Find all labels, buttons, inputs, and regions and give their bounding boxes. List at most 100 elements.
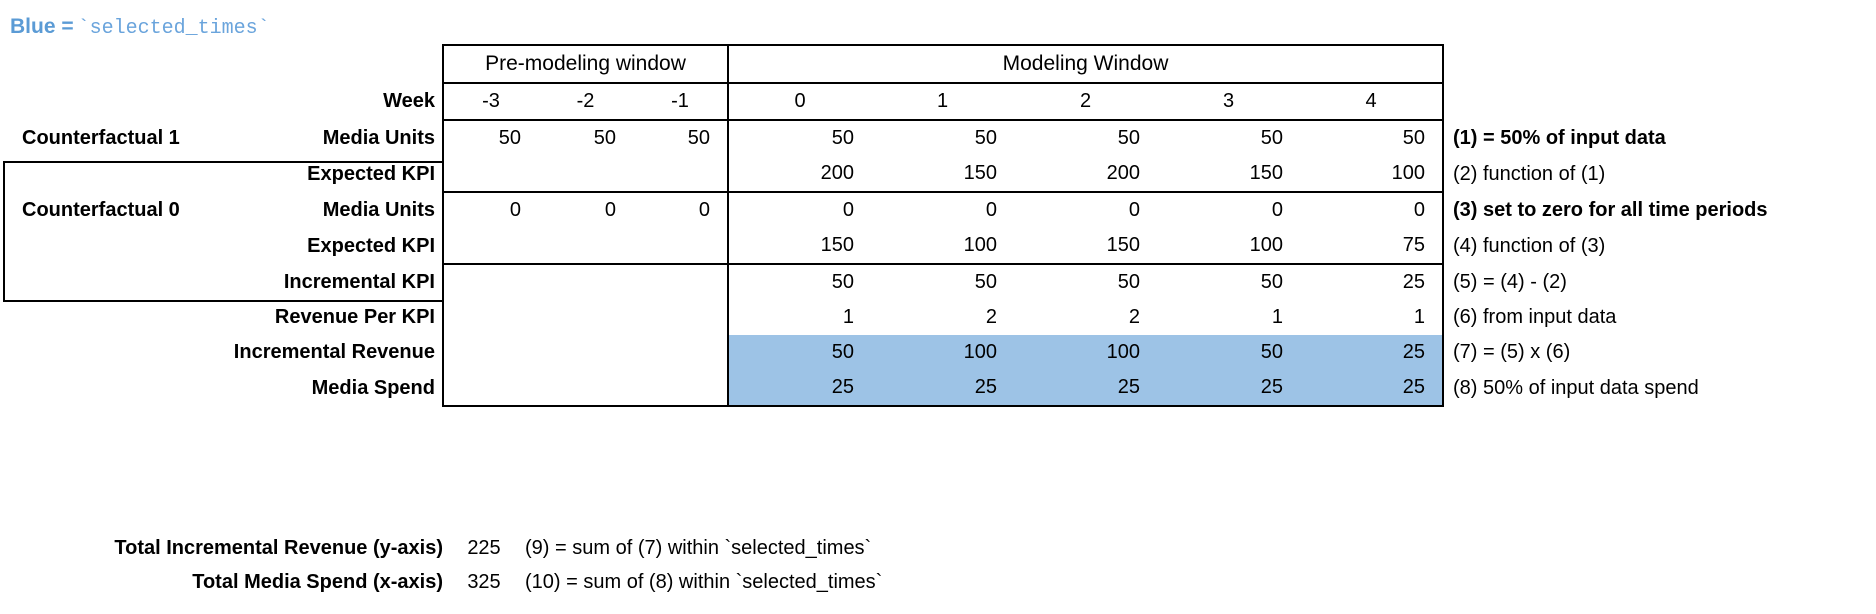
cell-pre-week--2 — [538, 370, 633, 407]
table-row: Incremental Revenue 50 100 100 50 25 (7) = (5)… — [0, 335, 1873, 370]
cell-pre-week--3 — [442, 370, 538, 407]
cell-modeling-week-4: 25 — [1300, 335, 1444, 370]
table-row: Incremental KPI 50 50 50 50 25 (5) = (4) - (2) — [0, 264, 1873, 300]
cell-pre-week--1 — [633, 228, 729, 265]
row-metric-label: Expected KPI — [307, 162, 435, 185]
cell-modeling-week-3: 0 — [1157, 191, 1300, 228]
band-header-pre-modeling: Pre-modeling window — [442, 44, 729, 84]
cell-modeling-week-0: 150 — [728, 228, 871, 265]
row-annotation: (4) function of (3) — [1453, 234, 1606, 257]
cell-modeling-week-2: 50 — [1117, 271, 1140, 293]
week-mod-3: 3 — [1222, 90, 1235, 112]
cell-pre-week--1 — [633, 156, 729, 193]
week-mod-0: 0 — [794, 90, 806, 112]
row-annotation: (6) from input data — [1453, 306, 1617, 328]
summary-row: Total Media Spend (x-axis) 325 (10) = sum … — [0, 565, 1425, 599]
cell-modeling-week-2: 50 — [1014, 119, 1157, 156]
band-header-note-spacer — [1443, 45, 1873, 83]
week-mod-1: 1 — [936, 90, 949, 112]
table-row: Counterfactual 1 Media Units 50 50 50 50 50 50 5… — [0, 119, 1873, 156]
cell-modeling-week-4: 0 — [1300, 191, 1444, 228]
attribution-table-wrapper: Pre-modeling window Modeling Window Week… — [0, 44, 1876, 407]
row-annotation: (7) = (5) x (6) — [1453, 341, 1571, 363]
week-note-spacer — [1443, 83, 1873, 120]
cell-modeling-week-0: 200 — [728, 156, 871, 193]
row-group-label: Counterfactual 0 — [22, 198, 180, 221]
summary-value: 225 — [467, 536, 501, 559]
week-pre-1: -2 — [576, 90, 595, 112]
row-metric-label: Revenue Per KPI — [274, 306, 435, 328]
legend-code: `selected_times` — [77, 17, 270, 40]
cell-pre-week--1: 0 — [633, 191, 729, 228]
cell-modeling-week-0: 50 — [831, 271, 854, 293]
summary-annotation: (9) = sum of (7) within `selected_times` — [525, 536, 872, 559]
cell-modeling-week-1: 100 — [871, 228, 1014, 265]
row-label-cell: Media Spend — [0, 370, 443, 406]
band-header-modeling: Modeling Window — [728, 44, 1444, 84]
week-row-label: Week — [383, 90, 435, 112]
row-metric-label: Media Spend — [311, 376, 435, 399]
row-metric-label: Media Units — [322, 126, 435, 149]
cell-modeling-week-2: 200 — [1014, 156, 1157, 193]
row-annotation: (1) = 50% of input data — [1453, 126, 1666, 149]
cell-modeling-week-3: 1 — [1271, 306, 1283, 328]
cell-modeling-week-3: 25 — [1157, 370, 1300, 407]
cell-pre-week--3 — [442, 264, 538, 300]
table-row: Revenue Per KPI 1 2 2 1 1 (6) from input data — [0, 300, 1873, 335]
row-label-cell: Incremental Revenue — [0, 335, 443, 370]
cell-pre-week--3 — [442, 300, 538, 335]
week-pre-0: -3 — [442, 83, 538, 120]
summary-label: Total Incremental Revenue (y-axis) — [114, 536, 443, 559]
cell-modeling-week-3: 100 — [1157, 228, 1300, 265]
row-label-cell: Expected KPI — [0, 156, 443, 192]
cell-modeling-week-4: 75 — [1300, 228, 1444, 265]
cell-modeling-week-1: 2 — [985, 306, 997, 328]
cell-modeling-week-1: 50 — [974, 271, 997, 293]
row-annotation: (3) set to zero for all time periods — [1453, 198, 1768, 221]
attribution-table: Pre-modeling window Modeling Window Week… — [0, 44, 1873, 407]
band-header-row: Pre-modeling window Modeling Window — [0, 44, 1873, 84]
cell-modeling-week-1: 25 — [871, 370, 1014, 407]
week-mod-4: 4 — [1300, 83, 1444, 120]
cell-modeling-week-3: 150 — [1157, 156, 1300, 193]
summary-block: Total Incremental Revenue (y-axis) 225 (9)… — [0, 531, 1876, 599]
cell-pre-week--3 — [442, 228, 538, 265]
cell-modeling-week-1: 0 — [871, 191, 1014, 228]
cell-modeling-week-2: 2 — [1128, 306, 1140, 328]
cell-modeling-week-0: 25 — [728, 370, 871, 407]
row-metric-label: Incremental KPI — [283, 270, 435, 293]
summary-label: Total Media Spend (x-axis) — [192, 570, 443, 593]
cell-pre-week--1 — [633, 264, 729, 300]
summary-body: Total Incremental Revenue (y-axis) 225 (9)… — [0, 531, 1425, 599]
row-annotation: (5) = (4) - (2) — [1453, 270, 1567, 293]
cell-modeling-week-4: 50 — [1300, 119, 1444, 156]
cell-modeling-week-0: 50 — [728, 119, 871, 156]
summary-table: Total Incremental Revenue (y-axis) 225 (9)… — [0, 531, 1425, 599]
row-group-label: Counterfactual 1 — [22, 126, 180, 149]
cell-modeling-week-4: 25 — [1300, 264, 1444, 300]
cell-pre-week--1 — [633, 370, 729, 407]
cell-pre-week--2 — [538, 300, 633, 335]
row-label-cell: Counterfactual 1 Media Units — [0, 120, 443, 156]
table-row: Media Spend 25 25 25 25 25 (8) 50% of input da… — [0, 370, 1873, 407]
cell-pre-week--3: 50 — [442, 119, 538, 156]
legend-title: Blue = `selected_times` — [10, 16, 270, 39]
row-label-cell: Incremental KPI — [0, 264, 443, 300]
summary-row: Total Incremental Revenue (y-axis) 225 (9)… — [0, 531, 1425, 565]
cell-modeling-week-2: 150 — [1014, 228, 1157, 265]
cell-modeling-week-3: 50 — [1260, 271, 1283, 293]
cell-modeling-week-3: 50 — [1157, 119, 1300, 156]
cell-pre-week--1: 50 — [633, 119, 729, 156]
cell-pre-week--3 — [442, 335, 538, 370]
row-metric-label: Expected KPI — [307, 234, 435, 257]
cell-modeling-week-3: 50 — [1157, 335, 1300, 370]
cell-pre-week--1 — [633, 335, 729, 370]
cell-modeling-week-2: 0 — [1014, 191, 1157, 228]
cell-modeling-week-4: 1 — [1300, 300, 1444, 335]
cell-pre-week--2: 50 — [538, 119, 633, 156]
table-row: Counterfactual 0 Media Units 0 0 0 0 0 0 0 0 (3) s… — [0, 191, 1873, 228]
table-row: Expected KPI 150 100 150 100 75 (4) function o… — [0, 228, 1873, 265]
cell-pre-week--3: 0 — [442, 191, 538, 228]
cell-pre-week--2 — [538, 264, 633, 300]
cell-modeling-week-0: 1 — [842, 306, 854, 328]
